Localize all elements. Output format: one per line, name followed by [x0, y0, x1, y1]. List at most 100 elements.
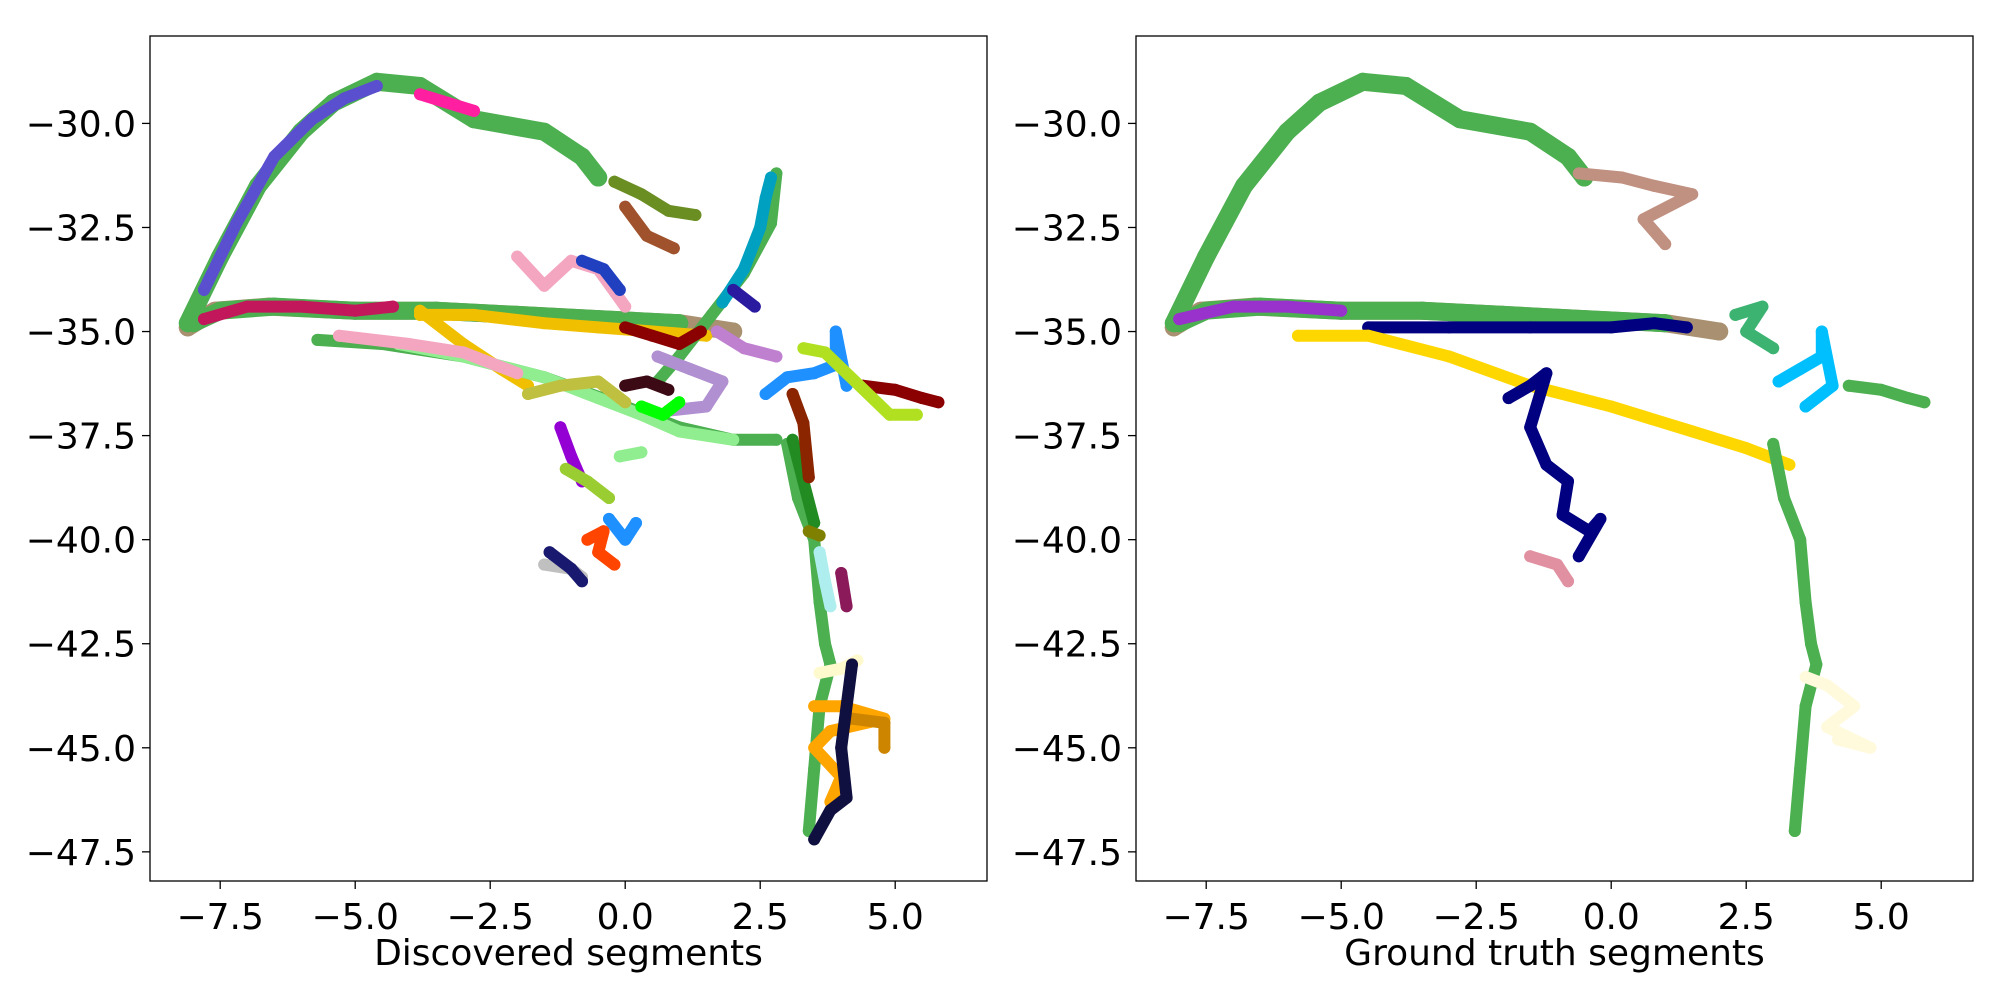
series-24-point-2 [808, 367, 821, 380]
series-6-point-2 [538, 317, 551, 330]
series-12-point-2 [754, 221, 767, 234]
series-40-point-1 [597, 525, 610, 538]
series-14-point-0 [619, 200, 632, 213]
series-12-point-8 [1788, 825, 1801, 837]
series-9-point-3 [1767, 342, 1780, 355]
y-tick-label: −37.5 [1012, 417, 1122, 458]
series-2-point-9 [1559, 147, 1577, 166]
series-18-point-1 [684, 363, 696, 375]
series-15-point-1 [538, 279, 551, 292]
series-3-point-0 [198, 283, 210, 296]
scatter-marks [178, 72, 945, 846]
series-18-point-2 [716, 375, 729, 388]
series-26-point-1 [819, 346, 831, 359]
series-12-point-1 [759, 192, 772, 205]
series-36-point-3 [835, 741, 848, 754]
series-25-point-2 [916, 392, 929, 405]
series-33-point-0 [813, 666, 826, 679]
series-43-point-1 [635, 446, 648, 459]
series-20-point-0 [635, 400, 648, 413]
series-28-point-0 [786, 433, 799, 446]
x-tick-label: 0.0 [1583, 897, 1640, 938]
series-8-point-7 [770, 433, 783, 446]
series-0-point-8 [1710, 322, 1729, 341]
series-32-point-1 [840, 600, 853, 613]
series-35-point-2 [878, 741, 891, 754]
series-7-point-1 [1524, 379, 1537, 392]
series-19-point-2 [662, 383, 675, 396]
series-2-point-3 [1278, 122, 1297, 141]
x-axis-ticks: −7.5 −5.0 −2.5 0.0 2.5 5.0 [1162, 881, 1910, 938]
series-13-point-0 [1799, 671, 1812, 683]
series-24-point-0 [759, 388, 772, 400]
y-tick-label: −32.5 [26, 208, 136, 249]
series-9-point-1 [1756, 300, 1769, 313]
series-4-point-4 [1637, 213, 1650, 226]
series-2-point-6 [1397, 77, 1415, 95]
series-10-point-2 [1815, 350, 1828, 363]
y-tick-label: −42.5 [1012, 625, 1122, 666]
series-10-point-4 [1826, 379, 1839, 392]
series-3-point-5 [370, 80, 383, 92]
series-6-point-0 [1292, 329, 1304, 342]
y-tick-label: −35.0 [26, 313, 136, 354]
series-8-point-0 [1524, 550, 1537, 563]
series-2-point-8 [535, 122, 554, 141]
x-tick-label: 2.5 [732, 897, 789, 938]
series-20-point-2 [673, 396, 686, 409]
series-17-point-0 [619, 321, 632, 334]
series-4-point-2 [295, 300, 308, 313]
series-5-point-4 [1648, 317, 1661, 330]
series-6-path [1292, 329, 1796, 471]
series-4-point-3 [1686, 188, 1699, 201]
series-2-point-7 [1451, 110, 1469, 129]
series-11-point-0 [1842, 379, 1855, 392]
series-6-point-4 [1605, 400, 1618, 413]
series-4-point-5 [1659, 238, 1672, 251]
y-tick-label: −32.5 [1012, 208, 1122, 249]
series-16-point-2 [613, 283, 626, 296]
series-9-point-2 [1740, 325, 1753, 338]
series-13-path [608, 175, 702, 221]
series-23-point-1 [748, 300, 761, 313]
series-4-point-4 [387, 300, 399, 313]
series-26-point-2 [883, 408, 896, 421]
series-5-point-5 [1680, 321, 1693, 334]
series-26-point-0 [797, 342, 810, 355]
series-13-point-2 [662, 204, 675, 217]
series-21-point-1 [554, 379, 567, 392]
series-6-point-2 [1443, 350, 1456, 363]
series-43-point-0 [613, 450, 626, 463]
series-39-point-1 [619, 533, 632, 546]
y-axis-ticks: −30.0 −32.5 −35.0 −37.5 −40.0 −42.5 −45.0 −47.5 [26, 104, 150, 874]
series-3-point-2 [268, 150, 281, 163]
x-tick-label: −7.5 [1162, 897, 1249, 938]
series-11-point-3 [705, 308, 718, 321]
series-4-path [1572, 167, 1699, 251]
series-34-point-4 [808, 741, 821, 754]
series-13-point-5 [1832, 733, 1844, 746]
discovered-segments-panel: −7.5 −5.0 −2.5 0.0 2.5 5.0 −30.0 −32.5 −35.0 −37… [26, 35, 988, 974]
series-15-point-2 [565, 254, 578, 267]
series-5-point-1 [1443, 321, 1456, 334]
series-7-point-2 [1540, 367, 1553, 380]
series-2-point-1 [1197, 247, 1216, 266]
series-34-point-0 [808, 700, 821, 713]
x-tick-label: −2.5 [1432, 897, 1519, 938]
y-tick-label: −40.0 [26, 521, 136, 562]
x-axis-ticks: −7.5 −5.0 −2.5 0.0 2.5 5.0 [176, 881, 924, 938]
x-tick-label: −2.5 [446, 897, 533, 938]
series-7-point-5 [1562, 475, 1574, 488]
series-14-point-2 [667, 242, 680, 255]
series-3-path [198, 80, 383, 296]
series-39-point-2 [630, 517, 642, 529]
series-40-point-3 [608, 558, 621, 571]
series-39-point-0 [603, 512, 615, 525]
series-3-point-0 [1173, 313, 1186, 326]
series-16-point-0 [576, 254, 588, 267]
series-12-point-6 [1799, 700, 1812, 713]
series-2-point-9 [573, 147, 591, 166]
series-9-path [1729, 300, 1780, 355]
series-42-point-0 [543, 546, 556, 559]
